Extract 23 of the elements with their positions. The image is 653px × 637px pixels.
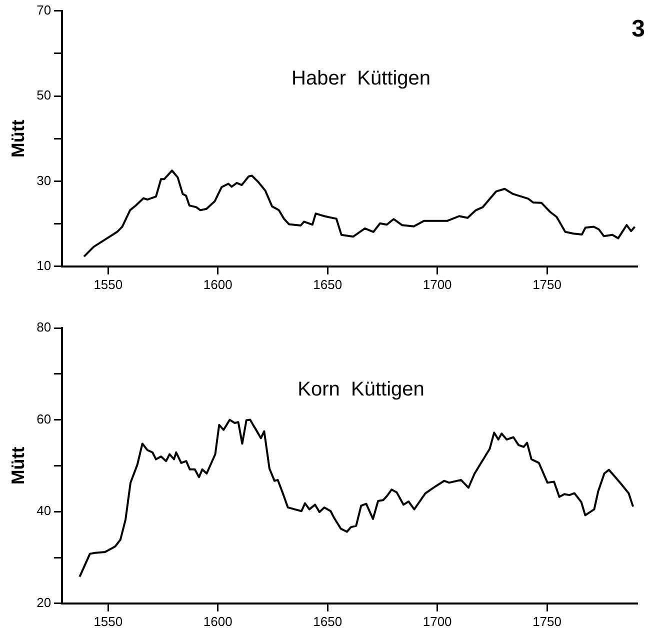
- y-tick-label: 10: [36, 258, 52, 273]
- y-tick-label: 50: [36, 88, 52, 103]
- y-axis-title: Mütt: [8, 120, 28, 158]
- x-tick-label: 1650: [313, 276, 342, 292]
- y-axis-title: Mütt: [8, 446, 28, 485]
- x-tick-label: 1650: [313, 614, 342, 629]
- y-tick-label: 20: [36, 594, 52, 610]
- y-tick-label: 40: [36, 503, 52, 518]
- text: Korn Küttigen: [298, 378, 424, 401]
- text: Haber Küttigen: [292, 67, 431, 90]
- x-tick-label: 1750: [532, 276, 562, 292]
- x-tick-label: 1550: [94, 614, 123, 629]
- x-tick-label: 1700: [422, 614, 452, 629]
- annotation: 3: [632, 16, 645, 43]
- y-tick-label: 70: [36, 2, 52, 18]
- x-tick-label: 1750: [532, 614, 562, 629]
- x-tick-label: 1600: [203, 614, 232, 629]
- x-tick-label: 1700: [422, 276, 452, 292]
- y-tick-label: 60: [36, 411, 52, 426]
- x-tick-label: 1600: [203, 276, 232, 292]
- y-tick-label: 80: [36, 320, 52, 335]
- x-tick-label: 1550: [94, 276, 123, 292]
- y-tick-label: 30: [36, 172, 52, 188]
